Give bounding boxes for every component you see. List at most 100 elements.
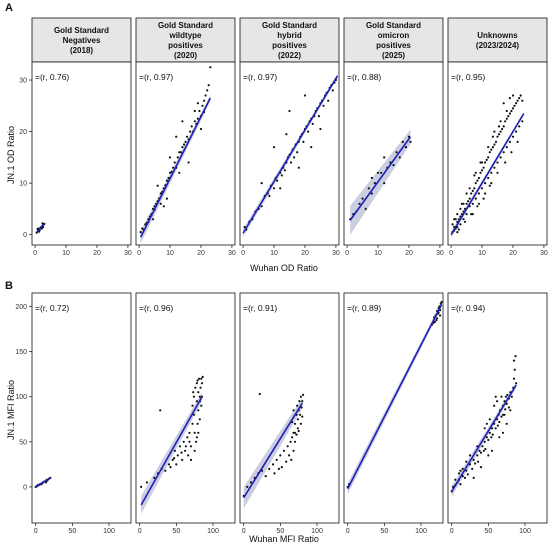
data-point [303,94,307,97]
data-point [409,140,412,143]
data-point [206,89,209,92]
data-point [518,125,521,128]
data-point [488,184,491,187]
panel-a-y-axis-label: JN.1 OD Ratio [6,126,16,184]
data-point [173,449,176,452]
data-point [184,449,187,452]
data-point [490,436,493,439]
data-point [168,156,172,159]
x-tick-label: 10 [270,250,278,257]
data-point [473,187,476,190]
data-point [451,223,454,226]
data-point [392,164,395,167]
data-point [488,151,491,154]
data-point [197,391,200,394]
data-point [474,171,477,174]
data-point [280,466,283,469]
data-point [476,205,479,208]
data-point [195,440,198,443]
data-point [505,117,508,120]
data-point [470,192,473,195]
data-point [508,112,511,115]
x-tick-label: 20 [405,250,413,257]
data-point [145,481,149,484]
data-point [478,449,481,452]
data-point [169,466,172,469]
data-point [144,223,147,226]
data-point [500,415,503,418]
facet-strip [135,17,236,63]
facet-b-2: =(r, 0.96) 0 50 100 [135,292,236,535]
data-point [201,375,204,378]
x-tick-label: 0 [345,250,349,257]
data-point [151,207,155,210]
data-point [299,422,302,425]
x-tick-label: 0 [137,250,141,257]
facet-b-4: =(r, 0.89) 0 50 100 [343,292,444,535]
data-point [519,94,522,97]
data-point [494,395,497,398]
regression-line [242,75,339,234]
data-point [317,115,320,118]
data-point [465,202,468,205]
data-point [364,207,367,210]
data-point [490,171,493,174]
data-point [485,436,488,439]
data-point [260,182,263,185]
data-point [184,140,187,143]
data-point [260,205,263,208]
facet-strip-label: (2025) [382,51,405,60]
data-point [504,395,507,398]
data-point [176,156,179,159]
correlation-label: =(r, 0.96) [139,303,173,313]
data-point [482,449,485,452]
data-point [179,151,182,154]
data-point [165,179,168,182]
x-tick-label: 100 [519,528,531,535]
data-point [189,445,193,448]
y-tick-label: 10 [19,181,27,188]
data-point [296,151,299,154]
data-point [319,127,322,131]
data-point [297,166,300,169]
data-point [358,202,361,205]
data-point [515,130,518,133]
data-point [181,458,184,461]
data-point [258,392,261,396]
data-point [156,184,159,187]
data-point [209,66,212,69]
data-point [331,89,334,92]
data-point [193,109,196,113]
data-point [167,463,171,466]
data-point [288,454,291,457]
data-point [512,377,516,380]
data-point [499,130,502,133]
data-point [488,431,491,434]
data-point [195,400,198,403]
x-tick-label: 0 [242,528,246,535]
data-point [272,187,276,190]
data-point [507,406,510,409]
data-point [472,476,475,479]
facet-strip [31,17,132,63]
data-point [380,171,383,174]
data-point [498,436,501,439]
x-tick-label: 0 [138,528,142,535]
correlation-label: =(r, 0.97) [243,72,277,82]
data-point [462,218,465,221]
data-point [487,156,490,159]
data-point [468,187,471,190]
data-point [296,404,299,407]
data-point [370,176,373,180]
data-point [275,458,278,461]
data-point [510,395,513,398]
data-point [196,379,199,382]
data-point [196,102,199,105]
data-point [479,161,482,164]
data-point [504,120,507,123]
data-point [195,382,198,385]
data-point [463,220,467,223]
data-point [188,431,191,434]
x-tick-label: 50 [172,528,180,535]
data-point [479,451,483,454]
